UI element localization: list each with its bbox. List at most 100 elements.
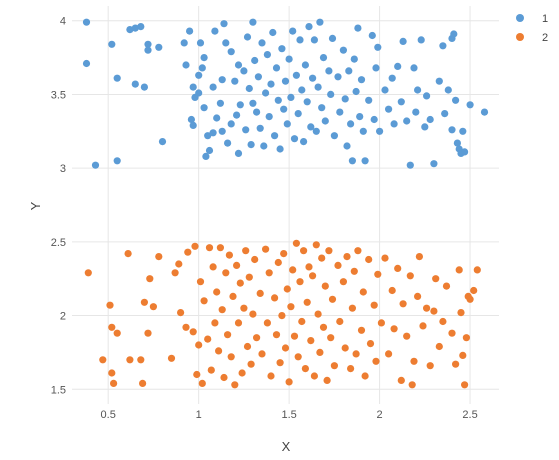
data-point (253, 108, 261, 116)
data-point (341, 95, 349, 103)
data-point (298, 86, 306, 94)
data-point (249, 99, 257, 107)
data-point (262, 245, 270, 253)
data-point (414, 86, 422, 94)
data-point (461, 148, 469, 156)
data-point (144, 46, 152, 54)
data-point (285, 55, 293, 63)
data-point (372, 64, 380, 72)
data-point (155, 43, 163, 51)
data-point (265, 113, 273, 121)
data-point (376, 127, 384, 135)
data-point (388, 286, 396, 295)
data-point (327, 334, 335, 342)
data-point (330, 132, 338, 140)
data-point (439, 42, 447, 50)
data-point (423, 304, 431, 312)
data-point (267, 80, 275, 88)
x-tick-label: 2 (377, 409, 383, 421)
data-point (305, 23, 313, 31)
data-point (414, 292, 422, 300)
data-point (213, 114, 221, 122)
legend-item-2[interactable]: 2 (516, 32, 548, 44)
data-point (106, 301, 114, 309)
data-point (309, 272, 317, 280)
data-point (296, 36, 304, 44)
data-point (249, 18, 257, 26)
data-point (276, 145, 284, 153)
data-point (211, 319, 219, 327)
data-point (144, 40, 152, 48)
data-point (406, 161, 414, 169)
data-point (388, 74, 396, 82)
data-point (432, 275, 440, 283)
data-point (370, 115, 378, 124)
data-point (480, 108, 489, 116)
data-point (242, 247, 250, 255)
y-tick-label: 4 (60, 16, 66, 28)
data-point (258, 39, 266, 47)
data-point (412, 108, 420, 116)
data-point (171, 269, 179, 277)
data-point (234, 319, 243, 327)
data-point (222, 269, 230, 277)
data-point (256, 289, 264, 297)
data-point (272, 331, 281, 339)
data-point (191, 242, 199, 250)
data-point (336, 108, 344, 116)
data-point (310, 372, 318, 380)
data-point (298, 317, 306, 326)
data-point (189, 121, 197, 129)
data-point (307, 123, 315, 131)
data-point (296, 278, 304, 286)
data-point (415, 253, 423, 261)
y-tick-label: 3 (60, 163, 66, 175)
data-point (276, 359, 284, 367)
data-point (350, 267, 358, 275)
data-point (439, 317, 447, 326)
data-point (292, 71, 300, 79)
y-tick-label: 1.5 (51, 384, 66, 396)
data-point (204, 132, 212, 140)
data-point (245, 273, 253, 281)
data-point (193, 370, 201, 379)
data-point (131, 80, 139, 88)
data-point (140, 83, 148, 91)
data-point (175, 260, 183, 268)
data-point (144, 329, 152, 337)
data-point (347, 120, 355, 128)
data-point (202, 152, 210, 160)
data-point (399, 37, 407, 46)
data-point (231, 77, 239, 85)
data-point (448, 126, 456, 134)
data-point (108, 323, 116, 331)
data-point (403, 332, 411, 340)
data-point (209, 263, 217, 271)
data-point (309, 74, 317, 82)
data-point (403, 117, 411, 125)
data-point (99, 356, 107, 364)
data-point (238, 369, 246, 377)
x-tick-labels: 0.5 1 1.5 2 2.5 (101, 409, 478, 421)
data-point (251, 255, 259, 264)
data-point (294, 110, 302, 118)
data-point (254, 73, 262, 81)
legend-marker (516, 14, 524, 22)
data-point (390, 325, 398, 333)
data-point (290, 332, 299, 340)
y-tick-label: 2.5 (51, 237, 66, 249)
data-point (305, 263, 313, 271)
legend-item-1[interactable]: 1 (516, 13, 548, 25)
data-point (444, 86, 452, 94)
data-point (262, 89, 270, 97)
data-point (421, 123, 429, 131)
data-point (278, 45, 286, 53)
data-point (260, 142, 268, 150)
data-point (278, 312, 286, 320)
data-point (271, 294, 279, 302)
data-point (200, 54, 208, 62)
data-point (209, 129, 217, 137)
data-point (274, 96, 282, 104)
data-point (189, 328, 197, 336)
data-point (283, 120, 291, 128)
